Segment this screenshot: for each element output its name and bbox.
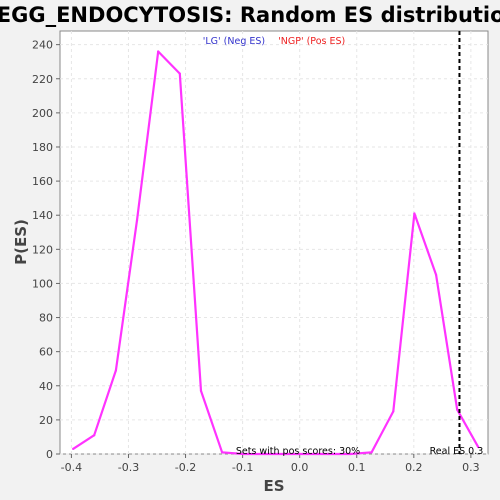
data-point: [477, 446, 480, 449]
plot-area: [59, 30, 489, 455]
y-tick-label: 80: [39, 312, 53, 325]
y-tick-label: 40: [39, 380, 53, 393]
x-tick-label: -0.2: [175, 461, 196, 474]
legend-neg-label: 'LG' (Neg ES): [203, 36, 265, 47]
x-tick-label: 0.3: [462, 461, 480, 474]
es-distribution-line: [72, 50, 480, 456]
pos-scores-annotation: Sets with pos scores: 30%: [236, 446, 360, 457]
y-tick-label: 60: [39, 346, 53, 359]
data-point: [306, 452, 309, 456]
series-layer: [72, 50, 480, 456]
data-point: [157, 50, 160, 53]
y-tick-label: 140: [32, 209, 53, 222]
data-point: [135, 219, 139, 222]
x-tick-label: 0.1: [348, 461, 366, 474]
x-axis-label: ES: [263, 477, 284, 495]
data-point: [220, 451, 224, 454]
y-tick-label: 160: [32, 175, 53, 188]
data-point: [327, 452, 330, 456]
data-point: [456, 408, 459, 411]
y-tick-label: 100: [32, 277, 53, 290]
data-point: [370, 451, 373, 454]
x-tick-label: 0.2: [405, 461, 423, 474]
x-tick-label: -0.4: [61, 461, 82, 474]
data-point: [72, 447, 75, 450]
x-tick-label: -0.1: [232, 461, 253, 474]
y-tick-label: 0: [46, 448, 53, 461]
x-tick-label: -0.3: [118, 461, 139, 474]
data-point: [263, 452, 266, 456]
legend: 'LG' (Neg ES) 'NGP' (Pos ES): [203, 36, 345, 47]
chart-title: KEGG_ENDOCYTOSIS: Random ES distribution: [0, 3, 500, 27]
y-tick-label: 120: [32, 243, 53, 256]
real-es-label: Real ES 0.3: [430, 446, 484, 457]
y-tick-label: 200: [32, 107, 53, 120]
data-point: [434, 273, 438, 277]
y-tick-label: 240: [32, 39, 53, 52]
data-point: [199, 389, 203, 392]
data-point: [413, 212, 416, 215]
x-axis: -0.4 -0.3 -0.2 -0.1 0.0 0.1 0.2 0.3: [61, 454, 480, 474]
data-point: [284, 452, 288, 456]
x-tick-label: 0.0: [291, 461, 309, 474]
data-point: [114, 369, 118, 372]
data-point: [178, 72, 181, 75]
grid: [60, 31, 488, 455]
data-point: [392, 410, 395, 413]
y-axis: 0 20 40 60 80 100 120 140 160 180 200 220 240: [32, 39, 60, 461]
data-point: [242, 452, 245, 456]
y-tick-label: 180: [32, 141, 53, 154]
y-tick-label: 220: [32, 73, 53, 86]
data-point: [93, 434, 96, 437]
y-axis-label: P(ES): [12, 219, 30, 265]
data-point: [349, 452, 352, 456]
legend-pos-label: 'NGP' (Pos ES): [278, 36, 345, 47]
y-tick-label: 20: [39, 414, 53, 427]
